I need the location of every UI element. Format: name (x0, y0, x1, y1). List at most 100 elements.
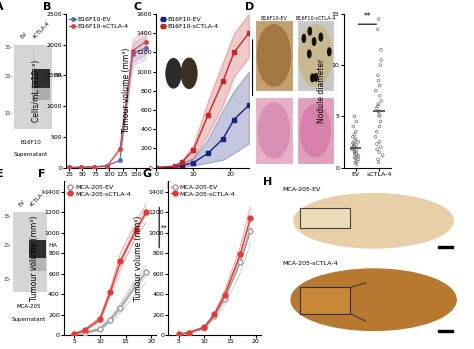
Line: MCA-205-sCTLA-4: MCA-205-sCTLA-4 (176, 215, 253, 337)
B16F10-sCTLA-4 (220, 79, 226, 83)
Legend: B16F10-EV, B16F10-sCTLA-4: B16F10-EV, B16F10-sCTLA-4 (160, 17, 219, 29)
Text: **: ** (161, 224, 168, 231)
MCA-205-EV (222, 297, 228, 301)
B16F10-sCTLA-4 (246, 31, 252, 35)
B16F10-EV (205, 151, 211, 155)
B16F10-sCTLA-4 (79, 165, 84, 169)
B16F10-EV (79, 165, 84, 169)
Point (352, 136, 359, 142)
Point (355, 157, 362, 162)
B16F10-sCTLA-4 (180, 160, 185, 164)
Text: Supernatant: Supernatant (11, 317, 46, 322)
Bar (255, 20, 292, 91)
Point (376, 113, 383, 119)
Ellipse shape (311, 74, 314, 82)
B16F10-sCTLA-4 (191, 148, 196, 152)
B16F10-EV (130, 52, 136, 56)
Point (379, 153, 386, 158)
Legend: MCA-205-EV, MCA-205-sCTLA-4: MCA-205-EV, MCA-205-sCTLA-4 (67, 185, 131, 196)
Legend: MCA-205-EV, MCA-205-sCTLA-4: MCA-205-EV, MCA-205-sCTLA-4 (172, 185, 235, 196)
MCA-205-sCTLA-4 (72, 332, 77, 336)
Text: G: G (142, 169, 152, 179)
Point (348, 145, 356, 151)
Text: 15-: 15- (5, 111, 12, 116)
Ellipse shape (302, 35, 306, 42)
Point (375, 111, 383, 117)
B16F10-EV (246, 103, 252, 107)
Ellipse shape (319, 33, 322, 41)
MCA-205-EV (118, 305, 123, 310)
MCA-205-sCTLA-4 (107, 290, 113, 294)
Point (372, 88, 380, 94)
Text: E: E (0, 169, 4, 179)
B16F10-EV (180, 163, 185, 168)
Point (349, 134, 356, 140)
Point (351, 155, 359, 160)
Text: B: B (43, 2, 52, 12)
Ellipse shape (294, 194, 453, 248)
Point (355, 139, 362, 145)
B16F10-sCTLA-4 (205, 113, 211, 117)
Ellipse shape (257, 25, 291, 86)
Point (376, 83, 383, 88)
Line: MCA-205-EV: MCA-205-EV (176, 229, 253, 337)
Ellipse shape (181, 58, 197, 88)
Point (374, 146, 381, 152)
B16F10-sCTLA-4 (172, 164, 178, 168)
Text: 15-: 15- (4, 277, 12, 282)
MCA-205-sCTLA-4 (222, 293, 228, 297)
Text: EV: EV (18, 199, 26, 208)
Point (351, 138, 359, 144)
Text: 35-: 35- (4, 214, 12, 219)
Text: MCA-205-sCTLA-4: MCA-205-sCTLA-4 (282, 261, 338, 266)
Text: HA: HA (53, 73, 62, 78)
Y-axis label: Nodule diameter: Nodule diameter (317, 59, 326, 123)
Line: MCA-205-EV: MCA-205-EV (72, 270, 148, 337)
Point (351, 159, 359, 165)
Ellipse shape (291, 269, 456, 331)
Point (374, 27, 382, 32)
Point (351, 151, 358, 157)
Point (353, 158, 361, 164)
Point (375, 149, 383, 155)
MCA-205-sCTLA-4 (118, 259, 123, 263)
Text: H: H (263, 177, 272, 187)
Point (374, 157, 382, 162)
Bar (438, 330, 453, 332)
Point (373, 141, 381, 147)
Text: Supernatant: Supernatant (14, 152, 48, 157)
X-axis label: Days post-implant: Days post-implant (167, 182, 238, 191)
Bar (32, 86, 50, 100)
Text: sCTLA-4: sCTLA-4 (28, 188, 47, 208)
MCA-205-EV (72, 332, 77, 336)
Point (374, 103, 382, 109)
Point (375, 109, 383, 114)
Text: ***: *** (255, 65, 264, 71)
Legend: B16F10-EV, B16F10-sCTLA-4: B16F10-EV, B16F10-sCTLA-4 (70, 17, 129, 29)
Line: B16F10-sCTLA-4: B16F10-sCTLA-4 (155, 31, 251, 169)
MCA-205-EV (133, 283, 139, 288)
B16F10-sCTLA-4 (117, 147, 123, 151)
Bar (438, 246, 453, 248)
Text: HA: HA (49, 244, 58, 248)
Bar (300, 208, 350, 228)
Point (350, 141, 357, 147)
B16F10-sCTLA-4 (231, 50, 237, 54)
Bar (29, 257, 46, 270)
Point (376, 139, 383, 145)
B16F10-EV (66, 165, 72, 170)
Ellipse shape (299, 25, 332, 86)
Point (353, 150, 360, 156)
Ellipse shape (312, 38, 316, 45)
MCA-205-sCTLA-4 (133, 228, 139, 232)
Point (349, 124, 357, 129)
Y-axis label: Tumour volume (mm³): Tumour volume (mm³) (122, 48, 131, 133)
B16F10-sCTLA-4 (104, 164, 110, 168)
Point (351, 144, 358, 150)
Point (376, 62, 384, 68)
Point (372, 134, 379, 140)
Ellipse shape (166, 59, 181, 88)
B16F10-EV (191, 161, 196, 165)
MCA-205-sCTLA-4 (82, 328, 87, 332)
MCA-205-sCTLA-4 (186, 331, 191, 335)
